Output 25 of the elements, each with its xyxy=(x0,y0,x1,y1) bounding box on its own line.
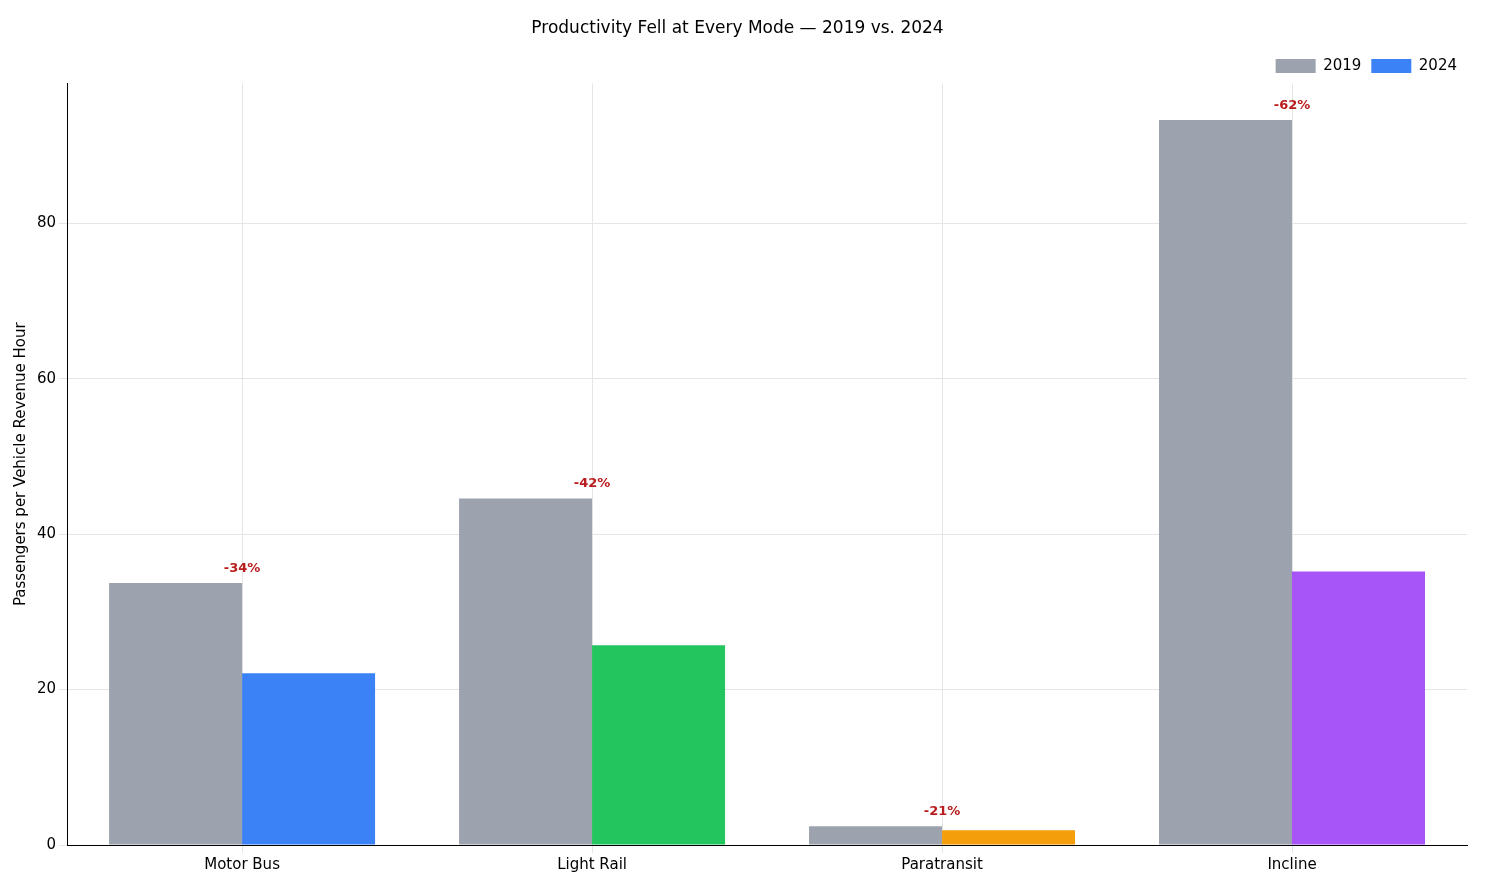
y-tick-label: 20 xyxy=(36,679,57,698)
annotation: -42% xyxy=(573,475,611,491)
bar xyxy=(109,583,243,845)
bar xyxy=(1292,571,1425,845)
x-tick-label: Light Rail xyxy=(557,854,627,873)
annotation: -21% xyxy=(923,803,961,819)
annotation: -62% xyxy=(1273,96,1311,112)
bar xyxy=(809,826,943,845)
bar xyxy=(459,498,593,845)
legend-label: 2019 xyxy=(1323,55,1362,74)
bar xyxy=(942,830,1076,845)
bar xyxy=(1159,119,1293,845)
y-axis-title: Passengers per Vehicle Revenue Hour xyxy=(10,321,29,607)
y-tick-label: 80 xyxy=(36,213,57,232)
x-tick-label: Incline xyxy=(1267,854,1317,873)
y-tick-label: 40 xyxy=(36,524,57,543)
x-tick-label: Motor Bus xyxy=(204,854,281,873)
legend-label: 2024 xyxy=(1418,55,1458,74)
annotation: -34% xyxy=(223,559,261,575)
y-tick-label: 0 xyxy=(46,834,57,853)
bar xyxy=(592,645,726,845)
bar xyxy=(242,673,376,845)
y-tick-label: 60 xyxy=(36,368,57,387)
chart-title: Productivity Fell at Every Mode — 2019 vs. 2024 xyxy=(531,16,944,37)
x-tick-label: Paratransit xyxy=(901,854,983,873)
